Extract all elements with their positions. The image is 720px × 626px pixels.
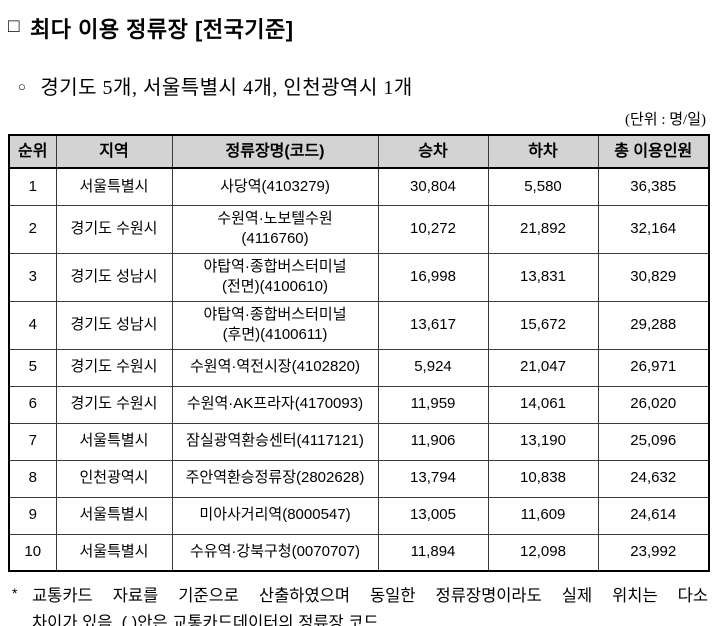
alighting-cell: 12,098 bbox=[487, 533, 599, 572]
table-row: 2 경기도 수원시 수원역·노보텔수원 (4116760) 10,272 21,… bbox=[8, 204, 710, 254]
rank-cell: 7 bbox=[8, 422, 57, 461]
rank-cell: 2 bbox=[8, 204, 57, 254]
station-cell: 잠실광역환승센터(4117121) bbox=[171, 422, 379, 461]
table-row: 10 서울특별시 수유역·강북구청(0070707) 11,894 12,098… bbox=[8, 533, 710, 572]
boarding-cell: 11,894 bbox=[377, 533, 489, 572]
total-cell: 36,385 bbox=[597, 167, 710, 206]
boarding-cell: 30,804 bbox=[377, 167, 489, 206]
region-cell: 경기도 수원시 bbox=[55, 204, 173, 254]
station-cell: 야탑역·종합버스터미널 (전면)(4100610) bbox=[171, 252, 379, 302]
alighting-cell: 11,609 bbox=[487, 496, 599, 535]
rank-cell: 3 bbox=[8, 252, 57, 302]
table-row: 1 서울특별시 사당역(4103279) 30,804 5,580 36,385 bbox=[8, 167, 710, 206]
total-cell: 25,096 bbox=[597, 422, 710, 461]
region-cell: 경기도 성남시 bbox=[55, 252, 173, 302]
boarding-cell: 13,617 bbox=[377, 300, 489, 350]
alighting-cell: 13,831 bbox=[487, 252, 599, 302]
boarding-cell: 11,906 bbox=[377, 422, 489, 461]
table-row: 9 서울특별시 미아사거리역(8000547) 13,005 11,609 24… bbox=[8, 496, 710, 535]
total-cell: 23,992 bbox=[597, 533, 710, 572]
rank-cell: 5 bbox=[8, 348, 57, 387]
region-cell: 서울특별시 bbox=[55, 167, 173, 206]
boarding-cell: 5,924 bbox=[377, 348, 489, 387]
boarding-cell: 13,794 bbox=[377, 459, 489, 498]
boarding-cell: 10,272 bbox=[377, 204, 489, 254]
alighting-cell: 21,047 bbox=[487, 348, 599, 387]
region-cell: 인천광역시 bbox=[55, 459, 173, 498]
square-bullet-icon: □ bbox=[8, 16, 20, 37]
total-cell: 30,829 bbox=[597, 252, 710, 302]
boarding-cell: 11,959 bbox=[377, 385, 489, 424]
col-header-total: 총 이용인원 bbox=[597, 134, 710, 169]
total-cell: 32,164 bbox=[597, 204, 710, 254]
alighting-cell: 21,892 bbox=[487, 204, 599, 254]
unit-label: (단위 : 명/일) bbox=[624, 112, 706, 128]
region-cell: 경기도 수원시 bbox=[55, 348, 173, 387]
page-title: □ 최다 이용 정류장 [전국기준] bbox=[8, 12, 712, 44]
table-row: 3 경기도 성남시 야탑역·종합버스터미널 (전면)(4100610) 16,9… bbox=[8, 252, 710, 302]
table-row: 5 경기도 수원시 수원역·역전시장(4102820) 5,924 21,047… bbox=[8, 348, 710, 387]
table-row: 8 인천광역시 주안역환승정류장(2802628) 13,794 10,838 … bbox=[8, 459, 710, 498]
footnote-marker: * bbox=[12, 585, 18, 601]
boarding-cell: 13,005 bbox=[377, 496, 489, 535]
footnote-line-1: 교통카드 자료를 기준으로 산출하였으며 동일한 정류장명이라도 실제 위치는 … bbox=[32, 587, 708, 605]
boarding-cell: 16,998 bbox=[377, 252, 489, 302]
page-title-text: 최다 이용 정류장 [전국기준] bbox=[29, 17, 294, 42]
region-cell: 서울특별시 bbox=[55, 496, 173, 535]
total-cell: 29,288 bbox=[597, 300, 710, 350]
station-cell: 미아사거리역(8000547) bbox=[171, 496, 379, 535]
total-cell: 26,971 bbox=[597, 348, 710, 387]
col-header-alighting: 하차 bbox=[487, 134, 599, 169]
footnote: * 교통카드 자료를 기준으로 산출하였으며 동일한 정류장명이라도 실제 위치… bbox=[8, 583, 712, 626]
region-cell: 경기도 성남시 bbox=[55, 300, 173, 350]
footnote-text: 교통카드 자료를 기준으로 산출하였으며 동일한 정류장명이라도 실제 위치는 … bbox=[32, 583, 708, 626]
alighting-cell: 10,838 bbox=[487, 459, 599, 498]
station-cell: 수원역·역전시장(4102820) bbox=[171, 348, 379, 387]
col-header-region: 지역 bbox=[55, 134, 173, 169]
station-cell: 야탑역·종합버스터미널 (후면)(4100611) bbox=[171, 300, 379, 350]
station-cell: 주안역환승정류장(2802628) bbox=[171, 459, 379, 498]
col-header-station: 정류장명(코드) bbox=[171, 134, 379, 169]
footnote-line-2: 차이가 있음, ( )안은 교통카드데이터의 정류장 코드 bbox=[32, 614, 379, 626]
table-row: 4 경기도 성남시 야탑역·종합버스터미널 (후면)(4100611) 13,6… bbox=[8, 300, 710, 350]
total-cell: 24,614 bbox=[597, 496, 710, 535]
table-header-row: 순위 지역 정류장명(코드) 승차 하차 총 이용인원 bbox=[8, 134, 710, 169]
table-row: 6 경기도 수원시 수원역·AK프라자(4170093) 11,959 14,0… bbox=[8, 385, 710, 424]
summary-line: ○ 경기도 5개, 서울특별시 4개, 인천광역시 1개 bbox=[18, 71, 712, 100]
rank-cell: 10 bbox=[8, 533, 57, 572]
rank-cell: 4 bbox=[8, 300, 57, 350]
top-stops-table: 순위 지역 정류장명(코드) 승차 하차 총 이용인원 1 서울특별시 사당역(… bbox=[8, 134, 710, 572]
rank-cell: 1 bbox=[8, 167, 57, 206]
station-cell: 사당역(4103279) bbox=[171, 167, 379, 206]
col-header-rank: 순위 bbox=[8, 134, 57, 169]
total-cell: 26,020 bbox=[597, 385, 710, 424]
region-cell: 서울특별시 bbox=[55, 533, 173, 572]
circle-bullet-icon: ○ bbox=[18, 78, 27, 94]
table-row: 7 서울특별시 잠실광역환승센터(4117121) 11,906 13,190 … bbox=[8, 422, 710, 461]
alighting-cell: 15,672 bbox=[487, 300, 599, 350]
region-cell: 경기도 수원시 bbox=[55, 385, 173, 424]
summary-text: 경기도 5개, 서울특별시 4개, 인천광역시 1개 bbox=[40, 77, 413, 99]
rank-cell: 9 bbox=[8, 496, 57, 535]
station-cell: 수원역·AK프라자(4170093) bbox=[171, 385, 379, 424]
region-cell: 서울특별시 bbox=[55, 422, 173, 461]
rank-cell: 8 bbox=[8, 459, 57, 498]
station-cell: 수유역·강북구청(0070707) bbox=[171, 533, 379, 572]
total-cell: 24,632 bbox=[597, 459, 710, 498]
station-cell: 수원역·노보텔수원 (4116760) bbox=[171, 204, 379, 254]
alighting-cell: 14,061 bbox=[487, 385, 599, 424]
rank-cell: 6 bbox=[8, 385, 57, 424]
col-header-boarding: 승차 bbox=[377, 134, 489, 169]
alighting-cell: 13,190 bbox=[487, 422, 599, 461]
alighting-cell: 5,580 bbox=[487, 167, 599, 206]
